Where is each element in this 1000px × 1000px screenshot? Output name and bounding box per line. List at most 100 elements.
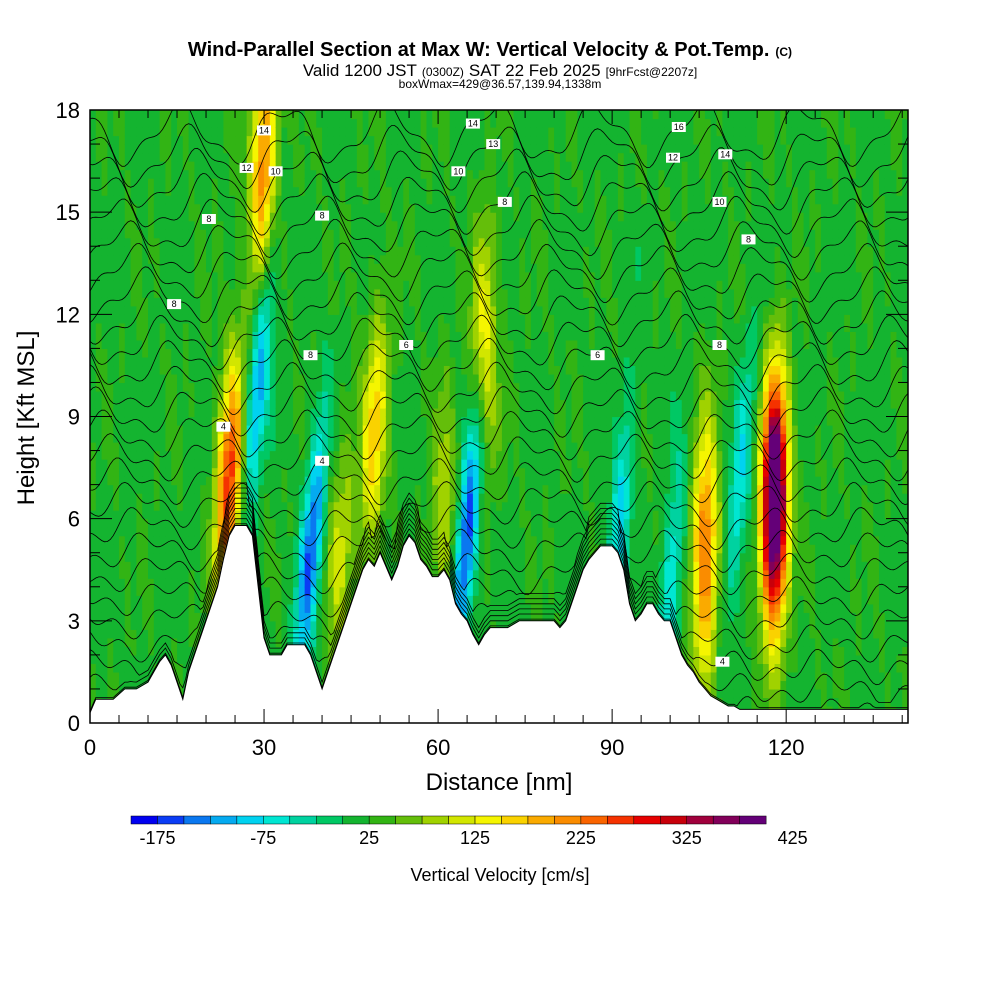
velocity-cell [316, 646, 323, 656]
velocity-cell [246, 237, 254, 247]
velocity-cell [374, 229, 381, 239]
velocity-cell [153, 288, 161, 298]
velocity-cell [171, 544, 178, 554]
velocity-cell [90, 595, 97, 605]
velocity-cell [171, 467, 178, 477]
velocity-cell [333, 237, 341, 247]
velocity-cell [177, 603, 184, 613]
velocity-cell [310, 305, 317, 315]
velocity-cell [171, 442, 178, 452]
velocity-cell [449, 535, 457, 545]
velocity-cell [95, 331, 103, 341]
velocity-cell [113, 637, 120, 647]
velocity-cell [420, 220, 428, 230]
velocity-cell [240, 382, 248, 392]
velocity-cell [269, 305, 277, 315]
velocity-cell [95, 561, 103, 571]
velocity-cell [119, 569, 126, 579]
velocity-cell [159, 493, 167, 503]
velocity-cell [90, 220, 97, 230]
velocity-cell [391, 493, 399, 503]
velocity-cell [385, 425, 393, 435]
velocity-cell [449, 527, 457, 537]
velocity-cell [374, 144, 381, 154]
velocity-cell [235, 246, 242, 256]
velocity-cell [269, 288, 277, 298]
velocity-cell [368, 237, 375, 247]
velocity-cell [200, 314, 207, 324]
velocity-cell [165, 450, 172, 460]
velocity-cell [362, 373, 370, 384]
velocity-cell [461, 603, 468, 613]
velocity-cell [246, 356, 254, 367]
velocity-cell [275, 280, 283, 290]
velocity-cell [472, 595, 480, 605]
velocity-cell [455, 271, 462, 281]
velocity-cell [322, 467, 329, 477]
velocity-cell [194, 220, 201, 230]
velocity-cell [211, 535, 219, 545]
velocity-cell [287, 127, 294, 137]
velocity-cell [356, 493, 364, 503]
velocity-cell [171, 169, 178, 179]
velocity-cell [322, 348, 329, 358]
velocity-cell [119, 518, 126, 528]
velocity-cell [345, 127, 352, 137]
velocity-cell [252, 229, 259, 239]
velocity-cell [246, 178, 254, 188]
velocity-cell [130, 586, 138, 596]
velocity-cell [252, 399, 259, 409]
velocity-cell [95, 629, 103, 639]
velocity-cell [142, 118, 149, 128]
velocity-cell [101, 195, 108, 205]
velocity-cell [142, 178, 149, 188]
velocity-cell [148, 620, 155, 630]
velocity-cell [472, 339, 480, 349]
velocity-cell [322, 561, 329, 571]
velocity-cell [119, 535, 126, 545]
velocity-cell [235, 186, 242, 196]
velocity-cell [281, 339, 288, 349]
velocity-cell [246, 110, 254, 120]
velocity-cell [217, 407, 225, 418]
velocity-cell [113, 646, 120, 656]
velocity-cell [368, 382, 375, 392]
velocity-cell [293, 118, 300, 128]
velocity-cell [293, 305, 300, 315]
velocity-cell [420, 161, 428, 171]
velocity-cell [374, 169, 381, 179]
velocity-cell [426, 212, 433, 222]
velocity-cell [159, 280, 167, 290]
velocity-cell [252, 263, 259, 273]
velocity-cell [478, 459, 486, 469]
velocity-cell [327, 476, 335, 486]
velocity-cell [107, 348, 114, 358]
velocity-cell [107, 467, 114, 477]
velocity-cell [327, 195, 335, 205]
velocity-cell [403, 510, 410, 520]
velocity-cell [467, 595, 474, 605]
velocity-cell [159, 569, 167, 579]
velocity-cell [374, 544, 381, 554]
velocity-cell [368, 493, 375, 503]
velocity-cell [235, 390, 242, 401]
velocity-cell [269, 527, 277, 537]
velocity-cell [130, 646, 138, 656]
velocity-cell [409, 161, 416, 171]
velocity-cell [148, 186, 155, 196]
velocity-cell [188, 612, 196, 622]
velocity-cell [206, 254, 213, 264]
velocity-cell [380, 433, 387, 443]
velocity-cell [136, 425, 143, 435]
velocity-cell [287, 288, 294, 298]
velocity-cell [351, 476, 358, 486]
velocity-cell [293, 382, 300, 392]
velocity-cell [136, 212, 143, 222]
velocity-cell [200, 484, 207, 494]
velocity-cell [177, 271, 184, 281]
velocity-cell [113, 671, 120, 682]
velocity-cell [443, 135, 451, 145]
velocity-cell [258, 459, 265, 469]
velocity-cell [443, 288, 451, 298]
velocity-cell [200, 127, 207, 137]
